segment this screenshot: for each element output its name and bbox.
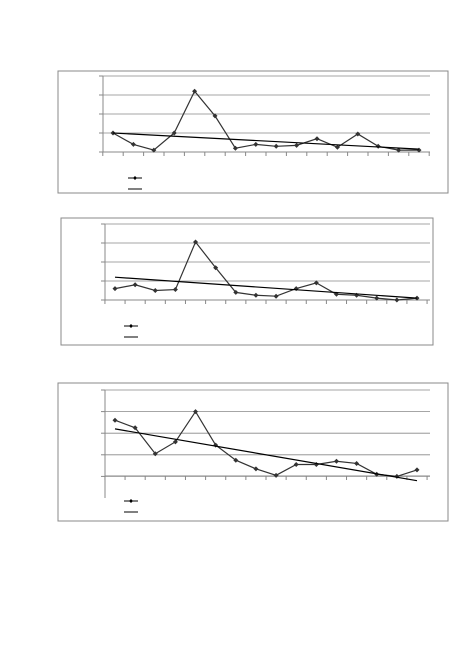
data-point [334,144,340,150]
data-point [294,142,300,148]
data-point [132,282,138,288]
trend-line [114,276,418,299]
data-point [233,457,239,463]
data-point [193,409,199,415]
data-point [152,288,158,293]
data-point [152,451,158,457]
data-point [253,141,259,147]
chart-frame [60,217,434,346]
data-point [374,295,380,301]
data-point [314,136,320,142]
data-point [192,88,198,94]
data-point [253,292,259,298]
data-point [273,293,279,299]
data-line [114,410,418,478]
trend-line [114,428,418,482]
data-point [130,141,136,147]
data-point [313,280,319,286]
data-point [213,265,219,271]
data-point [273,143,279,149]
data-point [396,147,402,153]
data-point [233,289,239,295]
data-point [355,131,361,137]
data-point [293,462,299,468]
data-point [172,439,178,445]
legend-symbol [133,176,137,180]
data-line [112,90,419,151]
data-point [333,458,339,464]
data-point [132,425,138,431]
data-point [253,466,259,472]
legend-symbol [129,324,133,328]
legend-symbol [129,499,133,503]
data-point [232,145,238,151]
chart-frame [57,382,449,522]
chart-frame [57,70,449,194]
data-point [394,297,400,303]
data-point [193,239,199,245]
data-point [414,467,420,473]
data-point [354,460,360,466]
data-line [114,240,418,301]
data-point [112,417,118,423]
data-point [273,472,279,478]
trend-line [112,132,420,150]
data-point [172,287,178,293]
data-point [151,147,157,153]
data-point [112,286,118,292]
data-point [171,130,177,136]
data-point [212,113,218,119]
